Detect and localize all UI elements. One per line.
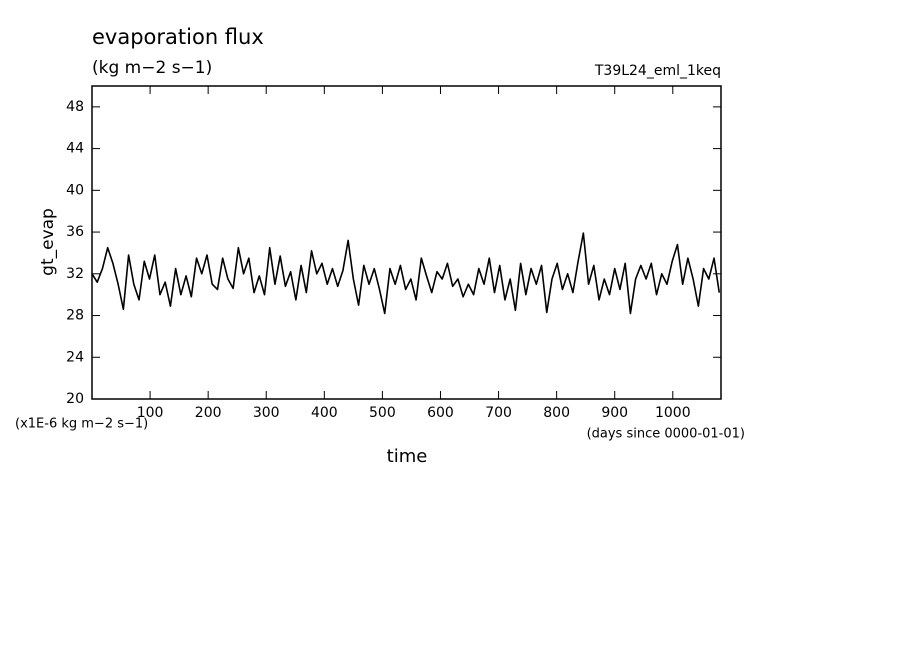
plot-frame	[91, 85, 722, 400]
y-unit-note: (x1E-6 kg m−2 s−1)	[15, 417, 148, 432]
y-tick-label: 36	[66, 224, 84, 240]
x-axis-label: time	[387, 446, 428, 467]
x-tick-label: 100	[137, 405, 164, 421]
y-tick-label: 24	[66, 349, 84, 365]
chart-subtitle: (kg m−2 s−1)	[92, 58, 212, 78]
x-tick-label: 700	[485, 405, 512, 421]
x-tick-label: 600	[427, 405, 454, 421]
y-tick-label: 40	[66, 182, 84, 198]
x-tick-label: 300	[253, 405, 280, 421]
x-tick-label: 1000	[655, 405, 691, 421]
x-tick-label: 800	[543, 405, 570, 421]
x-tick-label: 500	[369, 405, 396, 421]
run-label: T39L24_eml_1keq	[594, 63, 721, 79]
y-tick-label: 44	[66, 141, 84, 157]
x-tick-label: 900	[601, 405, 628, 421]
x-tick-label: 200	[195, 405, 222, 421]
x-unit-note: (days since 0000-01-01)	[587, 427, 745, 442]
y-tick-label: 20	[66, 391, 84, 407]
y-tick-label: 28	[66, 308, 84, 324]
data-line	[91, 232, 721, 315]
chart-title: evaporation flux	[92, 25, 264, 49]
y-tick-label: 48	[66, 99, 84, 115]
y-tick-label: 32	[66, 266, 84, 282]
x-tick-label: 400	[311, 405, 338, 421]
y-axis-label: gt_evap	[38, 208, 58, 276]
